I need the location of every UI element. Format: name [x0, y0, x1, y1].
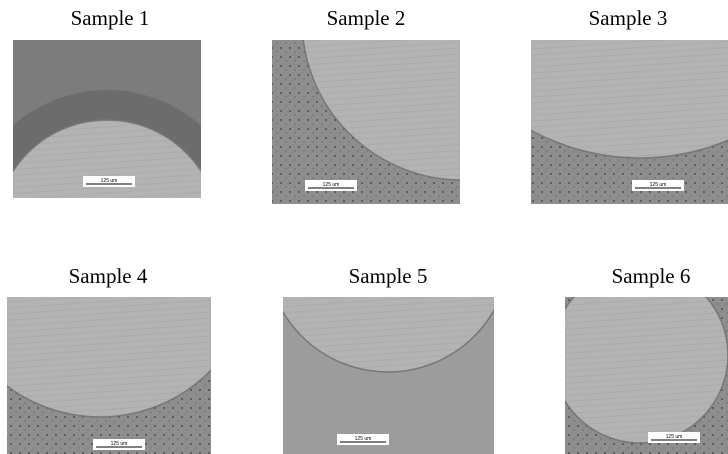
panel-title: Sample 3 — [589, 6, 668, 30]
polished-surface — [552, 267, 728, 443]
scale-label: 125 um — [101, 178, 118, 184]
scale-label: 125 um — [666, 434, 683, 440]
scale-label: 125 um — [323, 182, 340, 188]
micrograph: 125 um — [552, 267, 728, 454]
scale-label: 125 um — [111, 441, 128, 447]
panel-title: Sample 4 — [69, 264, 148, 288]
panel-title: Sample 2 — [327, 6, 406, 30]
scale-label: 125 um — [355, 436, 372, 442]
panel-title: Sample 5 — [349, 264, 428, 288]
figure: Sample 1 125 um Sample 2 125 um Sample 3 125 … — [0, 0, 728, 454]
scale-label: 125 um — [650, 182, 667, 188]
panel: Sample 6 125 um — [552, 264, 728, 454]
panel-title: Sample 1 — [71, 6, 150, 30]
panel-title: Sample 6 — [612, 264, 691, 288]
